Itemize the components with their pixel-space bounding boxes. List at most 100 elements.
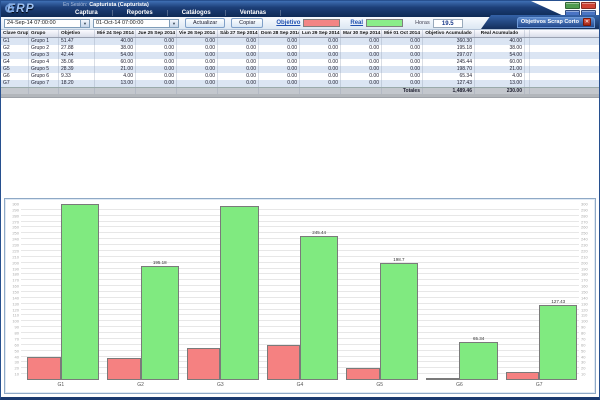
y-tick-label: 140 [12, 295, 19, 301]
real-bar[interactable] [266, 344, 300, 380]
app-logo: ERP [5, 1, 35, 15]
table-cell: 0.00 [341, 38, 382, 45]
chart-plot-area: 195.18 297.07 245.44 198.7 65.34 127.43 [21, 204, 579, 380]
column-header[interactable]: Objetivo [59, 30, 95, 37]
objetivo-bar[interactable] [379, 263, 418, 380]
bar-group-g1 [21, 204, 101, 380]
column-header[interactable]: Vie 26 Sep 2014 [177, 30, 218, 37]
column-header[interactable]: Real Acumulado [475, 30, 525, 37]
gridline [21, 320, 579, 322]
y-tick-label: 150 [581, 289, 588, 295]
table-cell: 0.00 [341, 52, 382, 59]
totals-cell [136, 88, 177, 94]
column-header[interactable]: Objetivo Acumulado [423, 30, 475, 37]
table-cell: 0.00 [177, 66, 218, 73]
actualizar-button[interactable]: Actualizar [185, 18, 226, 28]
table-row[interactable]: G4 Grupo 4 35.06 60.00 0.00 0.00 0.00 0.00 0.00 0… [1, 59, 599, 66]
table-cell: 0.00 [218, 73, 259, 80]
y-axis-left: 10 20 30 40 50 60 70 80 90 100 110 120 130 140 150 160 1… [6, 202, 19, 380]
column-header[interactable]: Mié 24 Sep 2014 [95, 30, 136, 37]
objetivo-bar[interactable] [539, 305, 578, 380]
gridline [21, 337, 579, 339]
objetivo-bar[interactable] [220, 205, 259, 380]
chevron-down-icon[interactable]: ▼ [169, 19, 178, 27]
gridline [21, 291, 579, 292]
column-header[interactable]: Grupo [29, 30, 59, 37]
y-tick-label: 270 [581, 219, 588, 225]
table-cell: 4.00 [95, 73, 136, 80]
column-header[interactable]: Sáb 27 Sep 2014 [220, 30, 259, 37]
objetivo-bar[interactable] [300, 236, 339, 380]
table-cell: 0.00 [382, 52, 423, 59]
table-row[interactable]: G7 Grupo 7 18.20 13.00 0.00 0.00 0.00 0.00 0.00 0… [1, 80, 599, 87]
date-to-combobox[interactable]: 01-Oct-14 07:00:00 ▼ [93, 18, 179, 28]
y-tick-label: 10 [581, 371, 586, 377]
menu-captura[interactable]: Captura [61, 10, 113, 16]
table-cell: 0.00 [136, 59, 177, 66]
legend-objetivo-label[interactable]: Objetivo [276, 20, 301, 26]
menu-catalogos[interactable]: Catálogos [168, 10, 226, 16]
real-bar[interactable] [346, 367, 380, 380]
table-row[interactable]: G1 Grupo 1 51.47 40.00 0.00 0.00 0.00 0.00 0.00 0… [1, 38, 599, 45]
menu-ventanas[interactable]: Ventanas [226, 10, 282, 16]
close-icon[interactable]: ✕ [583, 18, 591, 26]
gridline [21, 232, 579, 234]
gridline [21, 226, 579, 228]
horas-input[interactable]: 19.5 [432, 18, 463, 28]
objetivo-bar[interactable] [60, 204, 100, 380]
real-bar[interactable] [27, 356, 61, 380]
copiar-button[interactable]: Copiar [231, 18, 264, 28]
totals-cell [300, 88, 341, 94]
table-row[interactable]: G3 Grupo 3 42.44 54.00 0.00 0.00 0.00 0.00 0.00 0… [1, 52, 599, 59]
column-header[interactable]: Mié 01 Oct 2014 [382, 30, 423, 37]
column-header[interactable]: Clave Grupo [3, 30, 29, 37]
totals-cell: Totales [382, 88, 423, 94]
objetivo-bar[interactable] [140, 265, 179, 380]
totals-cell [29, 88, 59, 94]
x-tick-label: G4 [296, 382, 304, 388]
real-bar[interactable] [107, 357, 141, 380]
chevron-down-icon[interactable]: ▼ [80, 19, 89, 27]
real-bar[interactable] [505, 372, 540, 380]
document-tab[interactable]: Objetivos Scrap Corto ✕ [516, 16, 595, 28]
window-button-red[interactable] [581, 2, 596, 9]
gridline [21, 285, 579, 287]
legend-real-label[interactable]: Real [350, 20, 364, 26]
y-tick-label: 170 [12, 277, 19, 283]
gridline [21, 249, 579, 251]
bar-value-label: 65.34 [472, 335, 485, 341]
session-label: En Sesión: [63, 2, 88, 8]
table-row[interactable]: G5 Grupo 5 28.39 21.00 0.00 0.00 0.00 0.00 0.00 0… [1, 66, 599, 73]
table-cell: 0.00 [259, 66, 300, 73]
real-bar[interactable] [186, 348, 221, 380]
y-tick-label: 240 [12, 236, 19, 242]
table-cell: 0.00 [300, 73, 341, 80]
objetivo-bar[interactable] [459, 341, 498, 380]
totals-cell [177, 88, 218, 94]
y-tick-label: 40 [14, 354, 19, 360]
titlebar: ERP En Sesión: Capturista (Capturista) Ca… [1, 1, 599, 17]
table-row[interactable]: G6 Grupo 6 9.33 4.00 0.00 0.00 0.00 0.00 0.00 0.0… [1, 73, 599, 80]
y-tick-label: 110 [12, 312, 19, 318]
column-header[interactable]: Mar 30 Sep 2014 [343, 30, 382, 37]
column-header[interactable]: Dom 28 Sep 2014 [261, 30, 300, 37]
y-tick-label: 60 [581, 342, 586, 348]
menu-reportes[interactable]: Reportes [113, 10, 168, 16]
date-from-combobox[interactable]: 24-Sep-14 07:00:00 ▼ [4, 18, 90, 28]
table-cell: 0.00 [259, 45, 300, 52]
table-cell: 54.00 [475, 52, 525, 59]
column-header[interactable]: Lun 29 Sep 2014 [302, 30, 341, 37]
table-cell: 0.00 [218, 45, 259, 52]
y-tick-label: 290 [12, 207, 19, 213]
table-cell: 0.00 [341, 45, 382, 52]
real-bar[interactable] [425, 377, 460, 380]
column-header[interactable]: Jue 25 Sep 2014 [138, 30, 177, 37]
gridline [21, 349, 579, 351]
table-row[interactable]: G2 Grupo 2 27.88 38.00 0.00 0.00 0.00 0.00 0.00 0… [1, 45, 599, 52]
table-cell: 54.00 [95, 52, 136, 59]
gridline [21, 361, 579, 363]
y-tick-label: 220 [581, 248, 588, 254]
legend-real-swatch[interactable] [366, 19, 404, 27]
window-button-green[interactable] [565, 2, 580, 9]
legend-objetivo-swatch[interactable] [303, 19, 341, 27]
